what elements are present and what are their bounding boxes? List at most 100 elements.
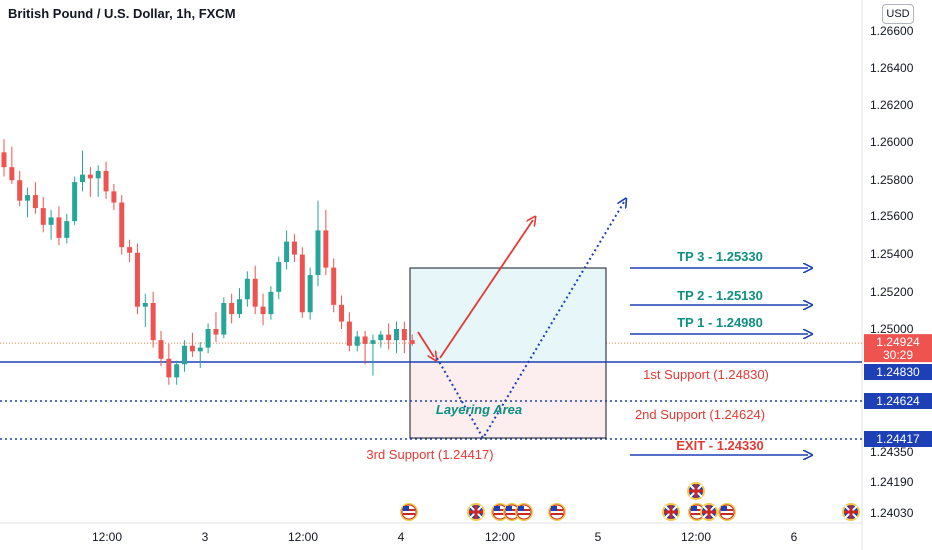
candle-body <box>339 304 345 322</box>
candle-body <box>72 182 78 222</box>
candle-body <box>182 345 188 365</box>
candle-body <box>394 329 399 341</box>
y-tick-label: 1.25600 <box>870 209 914 223</box>
candle-body <box>386 334 392 341</box>
layering-box-lower <box>409 361 607 439</box>
candle-body <box>299 254 305 313</box>
uk-flag-icon[interactable] <box>842 503 860 521</box>
x-tick-label: 12:00 <box>485 530 515 544</box>
rally-arrow <box>439 220 533 359</box>
y-tick-label: 1.24030 <box>870 506 914 520</box>
candle-body <box>142 302 148 307</box>
candle-body <box>134 252 140 307</box>
candle-body <box>111 191 117 203</box>
countdown-value: 30:29 <box>883 348 913 362</box>
candle-body <box>9 167 15 181</box>
tp3-label: TP 3 - 1.25330 <box>677 249 763 264</box>
exit-label: EXIT - 1.24330 <box>676 438 763 453</box>
support1-price-tag <box>864 364 932 380</box>
y-tick-label: 1.24350 <box>870 445 914 459</box>
tp2-label: TP 2 - 1.25130 <box>677 288 763 303</box>
uk-flag-icon[interactable] <box>467 503 485 521</box>
currency-button[interactable]: USD <box>882 4 914 24</box>
uk-flag-icon[interactable] <box>662 503 680 521</box>
tp1-label: TP 1 - 1.24980 <box>677 315 763 330</box>
candle-body <box>48 217 54 225</box>
candle-body <box>307 275 313 313</box>
x-tick-label: 12:00 <box>288 530 318 544</box>
y-tick-label: 1.25800 <box>870 173 914 187</box>
candle-body <box>166 358 172 378</box>
candle-body <box>103 170 109 192</box>
y-tick-label: 1.26600 <box>870 24 914 38</box>
us-flag-icon[interactable] <box>718 503 736 521</box>
candle-body <box>331 267 337 305</box>
support2-label: 2nd Support (1.24624) <box>635 407 765 422</box>
current-price-value: 1.24924 <box>876 335 920 349</box>
current-price-tag <box>864 334 932 363</box>
candle-body <box>127 247 133 253</box>
candle-body <box>197 347 203 352</box>
layering-box-upper <box>409 267 607 363</box>
x-tick-label: 5 <box>595 530 602 544</box>
uk-flag-icon[interactable] <box>700 503 718 521</box>
candle-body <box>362 336 368 344</box>
y-tick-label: 1.25200 <box>870 285 914 299</box>
candle-body <box>291 241 297 255</box>
uk-flag-icon[interactable] <box>687 482 705 500</box>
candle-body <box>268 291 274 315</box>
candle-body <box>32 195 38 209</box>
candle-body <box>409 340 415 344</box>
support2-price-value: 1.24624 <box>876 394 920 408</box>
candle-body <box>229 302 235 315</box>
support1-label: 1st Support (1.24830) <box>643 367 769 382</box>
candle-body <box>25 195 31 201</box>
y-tick-label: 1.25000 <box>870 322 914 336</box>
candle-body <box>378 334 384 341</box>
candle-body <box>401 329 407 341</box>
y-tick-label: 1.24190 <box>870 475 914 489</box>
candle-body <box>189 345 195 352</box>
y-axis-ticks: 1.26600 1.26400 1.26200 1.26000 1.25800 1.256… <box>870 24 914 520</box>
support2-price-tag <box>864 393 932 409</box>
support3-label: 3rd Support (1.24417) <box>366 447 493 462</box>
chart-title: British Pound / U.S. Dollar, 1h, FXCM <box>8 6 236 21</box>
candle-body <box>323 230 329 268</box>
support3-price-tag <box>864 431 932 447</box>
layering-label: Layering Area <box>436 402 522 417</box>
candle-body <box>213 329 219 335</box>
us-flag-icon[interactable] <box>548 503 566 521</box>
economic-events[interactable] <box>400 482 860 521</box>
candle-body <box>284 241 290 263</box>
candle-body <box>370 340 376 344</box>
candles-group <box>1 139 415 385</box>
y-tick-label: 1.26000 <box>870 135 914 149</box>
candle-body <box>1 152 7 168</box>
x-tick-label: 12:00 <box>681 530 711 544</box>
candle-body <box>244 278 250 300</box>
candle-body <box>17 180 23 201</box>
candle-body <box>158 340 164 359</box>
x-tick-label: 3 <box>202 530 209 544</box>
candle-body <box>354 336 360 346</box>
candle-body <box>56 217 62 238</box>
candle-body <box>252 278 258 307</box>
y-tick-label: 1.25400 <box>870 247 914 261</box>
y-tick-label: 1.26400 <box>870 61 914 75</box>
candle-body <box>150 302 156 341</box>
support1-price-value: 1.24830 <box>876 365 920 379</box>
alternate-path-arrow <box>436 202 624 440</box>
candle-body <box>64 221 70 238</box>
candle-body <box>315 230 321 276</box>
candle-body <box>174 364 180 378</box>
x-tick-label: 12:00 <box>92 530 122 544</box>
candle-body <box>237 299 242 315</box>
candle-body <box>221 302 227 335</box>
x-tick-label: 4 <box>398 530 405 544</box>
us-flag-icon[interactable] <box>400 503 418 521</box>
candle-body <box>80 174 85 183</box>
us-flag-icon[interactable] <box>515 503 533 521</box>
candle-body <box>95 170 101 179</box>
y-tick-label: 1.26200 <box>870 98 914 112</box>
